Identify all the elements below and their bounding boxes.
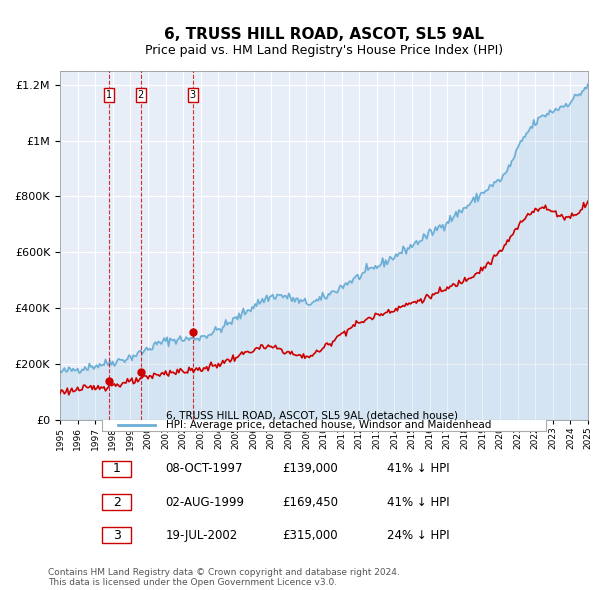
Text: 19-JUL-2002: 19-JUL-2002 — [166, 529, 238, 542]
Text: Contains HM Land Registry data © Crown copyright and database right 2024.
This d: Contains HM Land Registry data © Crown c… — [48, 568, 400, 587]
Text: £139,000: £139,000 — [282, 463, 338, 476]
Text: 1: 1 — [113, 463, 121, 476]
Text: 3: 3 — [113, 529, 121, 542]
FancyBboxPatch shape — [102, 461, 131, 477]
Text: 41% ↓ HPI: 41% ↓ HPI — [388, 496, 450, 509]
Text: 3: 3 — [190, 90, 196, 100]
Text: HPI: Average price, detached house, Windsor and Maidenhead: HPI: Average price, detached house, Wind… — [166, 420, 491, 430]
Text: £315,000: £315,000 — [282, 529, 337, 542]
Text: £169,450: £169,450 — [282, 496, 338, 509]
Text: 08-OCT-1997: 08-OCT-1997 — [166, 463, 243, 476]
Text: 24% ↓ HPI: 24% ↓ HPI — [388, 529, 450, 542]
FancyBboxPatch shape — [102, 494, 131, 510]
Text: 1: 1 — [106, 90, 112, 100]
Text: 2: 2 — [137, 90, 144, 100]
FancyBboxPatch shape — [102, 527, 131, 543]
Text: 2: 2 — [113, 496, 121, 509]
Text: 41% ↓ HPI: 41% ↓ HPI — [388, 463, 450, 476]
Text: Price paid vs. HM Land Registry's House Price Index (HPI): Price paid vs. HM Land Registry's House … — [145, 44, 503, 57]
FancyBboxPatch shape — [102, 410, 546, 431]
Text: 6, TRUSS HILL ROAD, ASCOT, SL5 9AL: 6, TRUSS HILL ROAD, ASCOT, SL5 9AL — [164, 27, 484, 41]
Text: 6, TRUSS HILL ROAD, ASCOT, SL5 9AL (detached house): 6, TRUSS HILL ROAD, ASCOT, SL5 9AL (deta… — [166, 411, 458, 421]
Text: 02-AUG-1999: 02-AUG-1999 — [166, 496, 245, 509]
